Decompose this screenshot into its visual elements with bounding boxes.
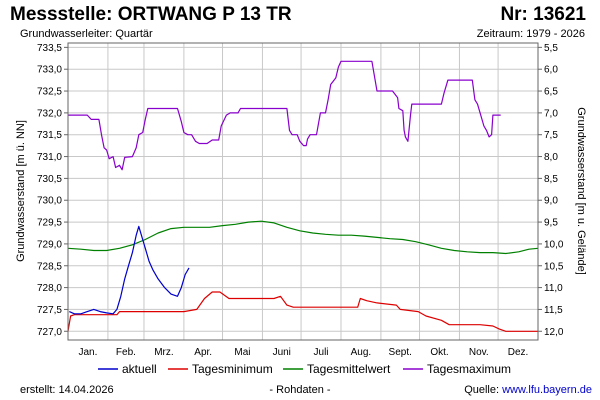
x-tick-label: Jan. — [79, 347, 98, 358]
created-date: erstellt: 14.04.2026 — [20, 384, 114, 396]
source-link[interactable]: www.lfu.bayern.de — [502, 384, 592, 396]
y2-tick-label: 12,0 — [544, 327, 564, 338]
y-tick-label: 731,0 — [37, 152, 62, 163]
source-credit: Quelle: www.lfu.bayern.de — [464, 384, 592, 396]
y2-tick-label: 11,5 — [544, 305, 563, 316]
y2-tick-label: 6,5 — [544, 87, 558, 98]
y-tick-label: 730,0 — [37, 196, 62, 207]
x-tick-label: Okt. — [430, 347, 448, 358]
y2-axis-ticks: 12,0 11,5 11,0 10,5 10,0 9,5 9,0 8,5 8,0 7,5 7,0 6,… — [538, 43, 564, 338]
legend: aktuell Tagesminimum Tagesmittelwert Tagesm… — [98, 362, 511, 376]
y2-tick-label: 7,0 — [544, 108, 558, 119]
legend-label: Tagesminimum — [192, 362, 273, 376]
y-tick-label: 729,0 — [37, 239, 62, 250]
y-axis-ticks: 727,0 727,5 728,0 728,5 729,0 729,5 730,0 730,5… — [37, 43, 68, 338]
legend-label: aktuell — [122, 362, 157, 376]
y2-tick-label: 8,0 — [544, 152, 558, 163]
y-tick-label: 733,0 — [37, 65, 62, 76]
station-number: Nr: 13621 — [500, 4, 586, 25]
y2-axis-label: Grundwasserstand [m u. Gelände] — [575, 107, 587, 275]
y2-tick-label: 9,0 — [544, 196, 558, 207]
y-tick-label: 727,5 — [37, 305, 62, 316]
y-tick-label: 732,5 — [37, 87, 62, 98]
series-layer — [67, 60, 539, 332]
y-tick-label: 728,0 — [37, 283, 62, 294]
x-tick-label: Mai — [234, 347, 250, 358]
plot-frame — [67, 42, 539, 341]
period-label: Zeitraum: 1979 - 2026 — [476, 28, 585, 40]
y2-tick-label: 7,5 — [544, 130, 558, 141]
y-tick-label: 731,5 — [37, 130, 62, 141]
y2-tick-label: 10,5 — [544, 261, 564, 272]
x-tick-label: Juni — [273, 347, 291, 358]
y2-tick-label: 8,5 — [544, 174, 558, 185]
y2-tick-label: 5,5 — [544, 43, 558, 54]
source-label: Quelle: — [464, 384, 503, 396]
legend-label: Tagesmaximum — [427, 362, 511, 376]
station-title: Messstelle: ORTWANG P 13 TR — [10, 4, 292, 25]
x-tick-label: Sept. — [389, 347, 412, 358]
y-axis-label: Grundwasserstand [m ü. NN] — [15, 120, 27, 262]
y-tick-label: 729,5 — [37, 218, 62, 229]
legend-label: Tagesmittelwert — [307, 362, 391, 376]
grid-lines — [67, 43, 539, 340]
y-tick-label: 727,0 — [37, 327, 62, 338]
raw-data-note: - Rohdaten - — [269, 384, 331, 396]
x-tick-label: Juli — [314, 347, 329, 358]
y-tick-label: 730,5 — [37, 174, 62, 185]
series-aktuell-line — [69, 225, 190, 315]
y2-tick-label: 9,5 — [544, 218, 558, 229]
x-tick-label: Apr. — [194, 347, 212, 358]
y2-tick-label: 6,0 — [544, 65, 558, 76]
series-tagesminimum-line — [67, 291, 538, 332]
y-tick-label: 728,5 — [37, 261, 62, 272]
x-tick-label: Dez. — [508, 347, 529, 358]
x-tick-label: Mrz. — [154, 347, 173, 358]
series-tagesmittelwert-line — [67, 220, 539, 255]
series-tagesmaximum-line — [68, 60, 501, 171]
x-axis-ticks: Jan. Feb. Mrz. Apr. Mai Juni Juli Aug. Sept. Okt.… — [79, 347, 529, 358]
y-tick-label: 732,0 — [37, 108, 62, 119]
x-tick-label: Feb. — [116, 347, 136, 358]
y2-tick-label: 11,0 — [544, 283, 563, 294]
x-tick-label: Nov. — [469, 347, 489, 358]
x-tick-label: Aug. — [351, 347, 372, 358]
y2-tick-label: 10,0 — [544, 239, 564, 250]
aquifer-label: Grundwasserleiter: Quartär — [20, 28, 153, 40]
y-tick-label: 733,5 — [37, 43, 62, 54]
